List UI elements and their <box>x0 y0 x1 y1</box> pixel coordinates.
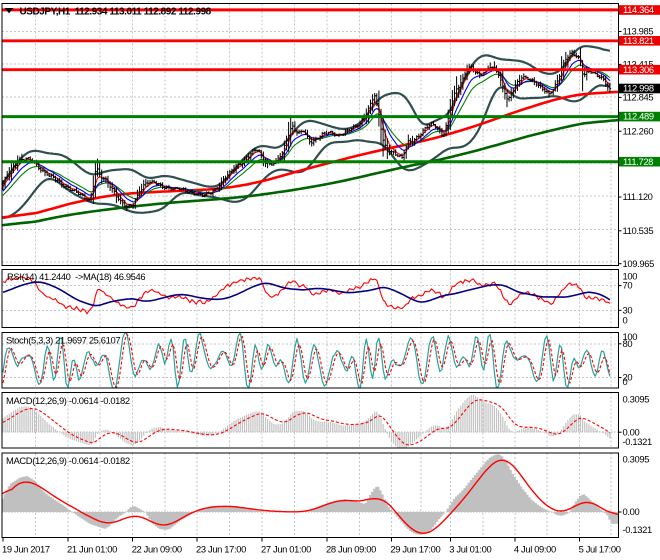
svg-text:0.3095: 0.3095 <box>623 393 650 404</box>
svg-text:29 Jun 17:00: 29 Jun 17:00 <box>390 544 440 555</box>
svg-text:-0.1321: -0.1321 <box>623 524 652 535</box>
svg-text:100: 100 <box>623 270 638 281</box>
svg-text:3 Jul 01:00: 3 Jul 01:00 <box>449 544 491 555</box>
svg-text:0.00: 0.00 <box>623 506 640 517</box>
svg-text:MACD(12,26,9) -0.0614 -0.0182: MACD(12,26,9) -0.0614 -0.0182 <box>6 455 130 466</box>
svg-text:0: 0 <box>623 315 628 326</box>
svg-text:RSI(14) 41.2440 ->MA(18) 46.9: RSI(14) 41.2440 ->MA(18) 46.9546 <box>7 271 145 282</box>
svg-text:USDJPY,H1 112.934 113.011 112: USDJPY,H1 112.934 113.011 112.892 112.99… <box>20 6 212 17</box>
svg-text:113.306: 113.306 <box>623 64 654 75</box>
svg-text:5 Jul 17:00: 5 Jul 17:00 <box>579 544 621 555</box>
svg-text:113.985: 113.985 <box>623 26 654 37</box>
svg-text:Stoch(5,3,3) 21.9697 25.6107: Stoch(5,3,3) 21.9697 25.6107 <box>6 334 120 345</box>
svg-text:112.998: 112.998 <box>623 83 654 94</box>
svg-text:112.489: 112.489 <box>623 111 654 122</box>
svg-text:23 Jun 17:00: 23 Jun 17:00 <box>196 544 246 555</box>
svg-text:111.728: 111.728 <box>623 156 653 167</box>
svg-text:113.821: 113.821 <box>623 35 654 46</box>
svg-text:111.120: 111.120 <box>623 191 653 202</box>
svg-text:27 Jun 01:00: 27 Jun 01:00 <box>261 544 311 555</box>
svg-text:112.845: 112.845 <box>623 92 654 103</box>
svg-text:110.535: 110.535 <box>623 225 654 236</box>
svg-text:0.3095: 0.3095 <box>623 454 650 465</box>
svg-text:-0.1321: -0.1321 <box>623 436 652 447</box>
svg-text:109.965: 109.965 <box>623 258 655 269</box>
svg-text:70: 70 <box>623 280 633 291</box>
svg-text:28 Jun 09:00: 28 Jun 09:00 <box>326 544 376 555</box>
svg-text:19 Jun 2017: 19 Jun 2017 <box>2 544 50 555</box>
svg-text:100: 100 <box>623 331 638 342</box>
svg-text:80: 80 <box>623 338 633 349</box>
svg-text:22 Jun 09:00: 22 Jun 09:00 <box>132 544 182 555</box>
svg-text:0.00: 0.00 <box>623 426 640 437</box>
svg-text:30: 30 <box>623 304 633 315</box>
svg-text:4 Jul 09:00: 4 Jul 09:00 <box>514 544 556 555</box>
svg-text:112.260: 112.260 <box>623 125 654 136</box>
svg-text:20: 20 <box>623 372 633 383</box>
svg-text:MACD(12,26,9) -0.0614 -0.0182: MACD(12,26,9) -0.0614 -0.0182 <box>6 395 130 406</box>
svg-text:113.415: 113.415 <box>623 59 654 70</box>
svg-text:21 Jun 01:00: 21 Jun 01:00 <box>67 544 117 555</box>
svg-text:114.364: 114.364 <box>623 4 654 15</box>
svg-text:0: 0 <box>623 376 628 387</box>
